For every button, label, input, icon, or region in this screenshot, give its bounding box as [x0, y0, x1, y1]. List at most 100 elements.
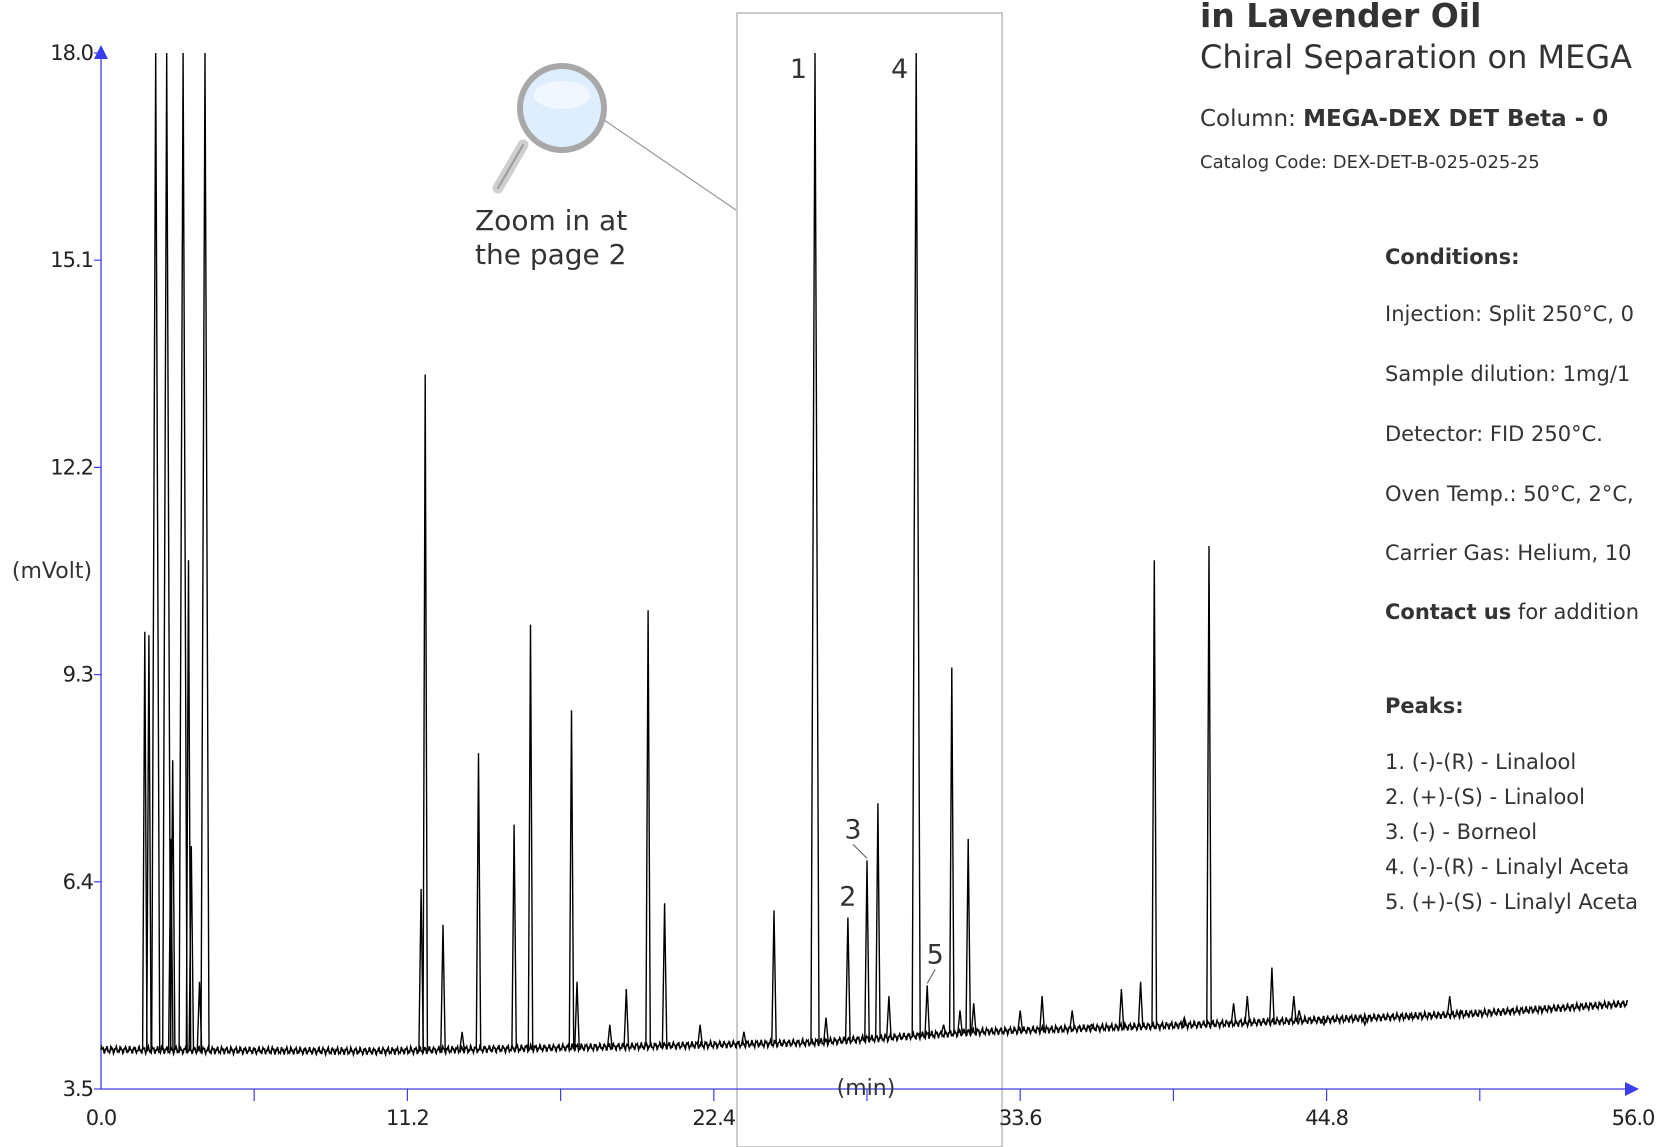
peak-mark	[511, 824, 517, 1049]
peak-mark	[645, 610, 651, 1047]
peak-mark	[169, 760, 176, 1051]
peak-mark	[970, 1003, 977, 1033]
condition-item: Sample dilution: 1mg/1	[1385, 362, 1631, 386]
contact-link[interactable]: Contact us	[1385, 600, 1512, 624]
contact-rest: for addition	[1511, 600, 1640, 624]
peak-mark	[1362, 1017, 1368, 1027]
peak-mark	[527, 624, 534, 1049]
peak-mark	[1017, 1010, 1024, 1031]
x-tick-label: 44.8	[1305, 1106, 1348, 1130]
zoom-box	[736, 12, 1003, 1147]
peak-mark	[151, 52, 161, 1051]
peak-mark	[1230, 1003, 1237, 1024]
catalog-code: Catalog Code: DEX-DET-B-025-025-25	[1200, 152, 1540, 173]
peak-mark	[167, 838, 174, 1051]
peak-item: 2. (+)-(S) - Linalool	[1385, 785, 1585, 809]
peak-mark	[440, 924, 446, 1050]
peak-mark	[924, 985, 931, 1036]
peak-mark	[844, 917, 851, 1041]
chart-axes: 3.5 6.4 9.3 12.2 15.1 18.0 0.0 11.2 22.4 33.6 44.8…	[50, 41, 1655, 1130]
peak-item: 5. (+)-(S) - Linalyl Aceta	[1385, 890, 1638, 914]
peak-mark	[141, 631, 148, 1050]
peak-mark	[178, 52, 188, 1051]
y-axis-label: (mVolt)	[12, 559, 92, 584]
y-tick-label: 15.1	[50, 248, 93, 272]
magnifier-icon	[492, 63, 737, 211]
peak-mark	[574, 981, 580, 1048]
x-tick-label: 56.0	[1612, 1106, 1655, 1130]
peak-mark	[1269, 967, 1275, 1022]
peak-mark	[697, 1024, 703, 1046]
peak-mark	[1118, 988, 1125, 1028]
condition-item: Detector: FID 250°C.	[1385, 422, 1603, 446]
peak-item: 1. (-)-(R) - Linalool	[1385, 750, 1577, 774]
y-tick-label: 9.3	[63, 663, 93, 687]
condition-item: Carrier Gas: Helium, 10	[1385, 541, 1632, 565]
title-line1: in Lavender Oil	[1200, 0, 1482, 35]
peak-mark	[965, 838, 972, 1033]
peak-mark	[1296, 1010, 1303, 1021]
peak-mark	[864, 860, 870, 1040]
peak-mark	[1151, 560, 1158, 1027]
x-axis-label: (min)	[837, 1076, 896, 1101]
x-tick-label: 11.2	[386, 1106, 429, 1130]
zoom-note-line2: the page 2	[475, 238, 627, 271]
peak-mark	[606, 1024, 613, 1047]
peak-label: 5	[927, 939, 944, 970]
y-axis-arrow	[94, 45, 108, 59]
peak-mark	[1244, 996, 1251, 1023]
zoom-note-line1: Zoom in at	[475, 204, 628, 237]
y-tick-label: 12.2	[50, 455, 93, 479]
peak-item: 4. (-)-(R) - Linalyl Aceta	[1385, 855, 1630, 879]
peak-mark	[459, 1031, 465, 1050]
peak-labels: 1 2 3 4 5	[790, 54, 944, 984]
peak-mark	[1069, 1010, 1076, 1029]
peak-item: 3. (-) - Borneol	[1385, 820, 1538, 844]
peak-mark	[940, 1024, 947, 1035]
peak-mark	[661, 903, 668, 1046]
peak-mark	[623, 988, 630, 1047]
peak-mark	[146, 635, 152, 1051]
peak-mark	[1290, 996, 1297, 1021]
peak-leader	[852, 844, 868, 859]
peak-mark	[823, 1017, 829, 1042]
y-tick-label: 3.5	[63, 1077, 93, 1101]
peak-label: 3	[844, 814, 861, 845]
x-tick-label: 22.4	[692, 1106, 735, 1130]
contact-line: Contact us for addition	[1385, 600, 1639, 624]
chromatogram-trace	[100, 998, 1629, 1058]
info-panel: in Lavender Oil Chiral Separation on MEG…	[1200, 0, 1658, 1147]
zoom-note: Zoom in at the page 2	[475, 204, 627, 272]
peak-mark	[162, 52, 172, 1051]
peak-mark	[741, 1031, 747, 1045]
peak-mark	[1457, 1008, 1464, 1015]
title-line2: Chiral Separation on MEGA	[1200, 38, 1633, 76]
peak-mark	[1507, 1009, 1513, 1012]
peak-mark	[911, 52, 921, 1036]
peak-mark	[200, 52, 210, 1051]
peak-mark	[957, 1010, 963, 1033]
peak-mark	[1181, 1015, 1188, 1026]
peak-mark	[1137, 981, 1144, 1027]
peak-label: 2	[839, 882, 856, 913]
peak-mark	[188, 846, 195, 1051]
column-line: Column: MEGA-DEX DET Beta - 0	[1200, 106, 1608, 132]
column-value: MEGA-DEX DET Beta - 0	[1303, 106, 1609, 132]
chromatogram-trace-group	[100, 52, 1629, 1058]
condition-item: Oven Temp.: 50°C, 2°C,	[1385, 482, 1634, 506]
peak-mark	[1321, 1019, 1327, 1027]
peak-label: 1	[790, 54, 807, 85]
peak-mark	[886, 996, 892, 1038]
conditions-heading: Conditions:	[1385, 245, 1520, 269]
x-axis-arrow	[1625, 1082, 1639, 1096]
peak-label: 4	[891, 54, 908, 85]
x-tick-label: 0.0	[86, 1106, 116, 1130]
column-label: Column:	[1200, 106, 1296, 132]
peak-mark	[422, 374, 429, 1051]
peak-mark	[1206, 545, 1212, 1025]
y-tick-label: 18.0	[50, 41, 93, 65]
peak-mark	[1408, 1015, 1414, 1019]
peak-mark	[1446, 996, 1453, 1015]
peak-mark	[185, 560, 192, 1051]
peaks-heading: Peaks:	[1385, 694, 1464, 718]
